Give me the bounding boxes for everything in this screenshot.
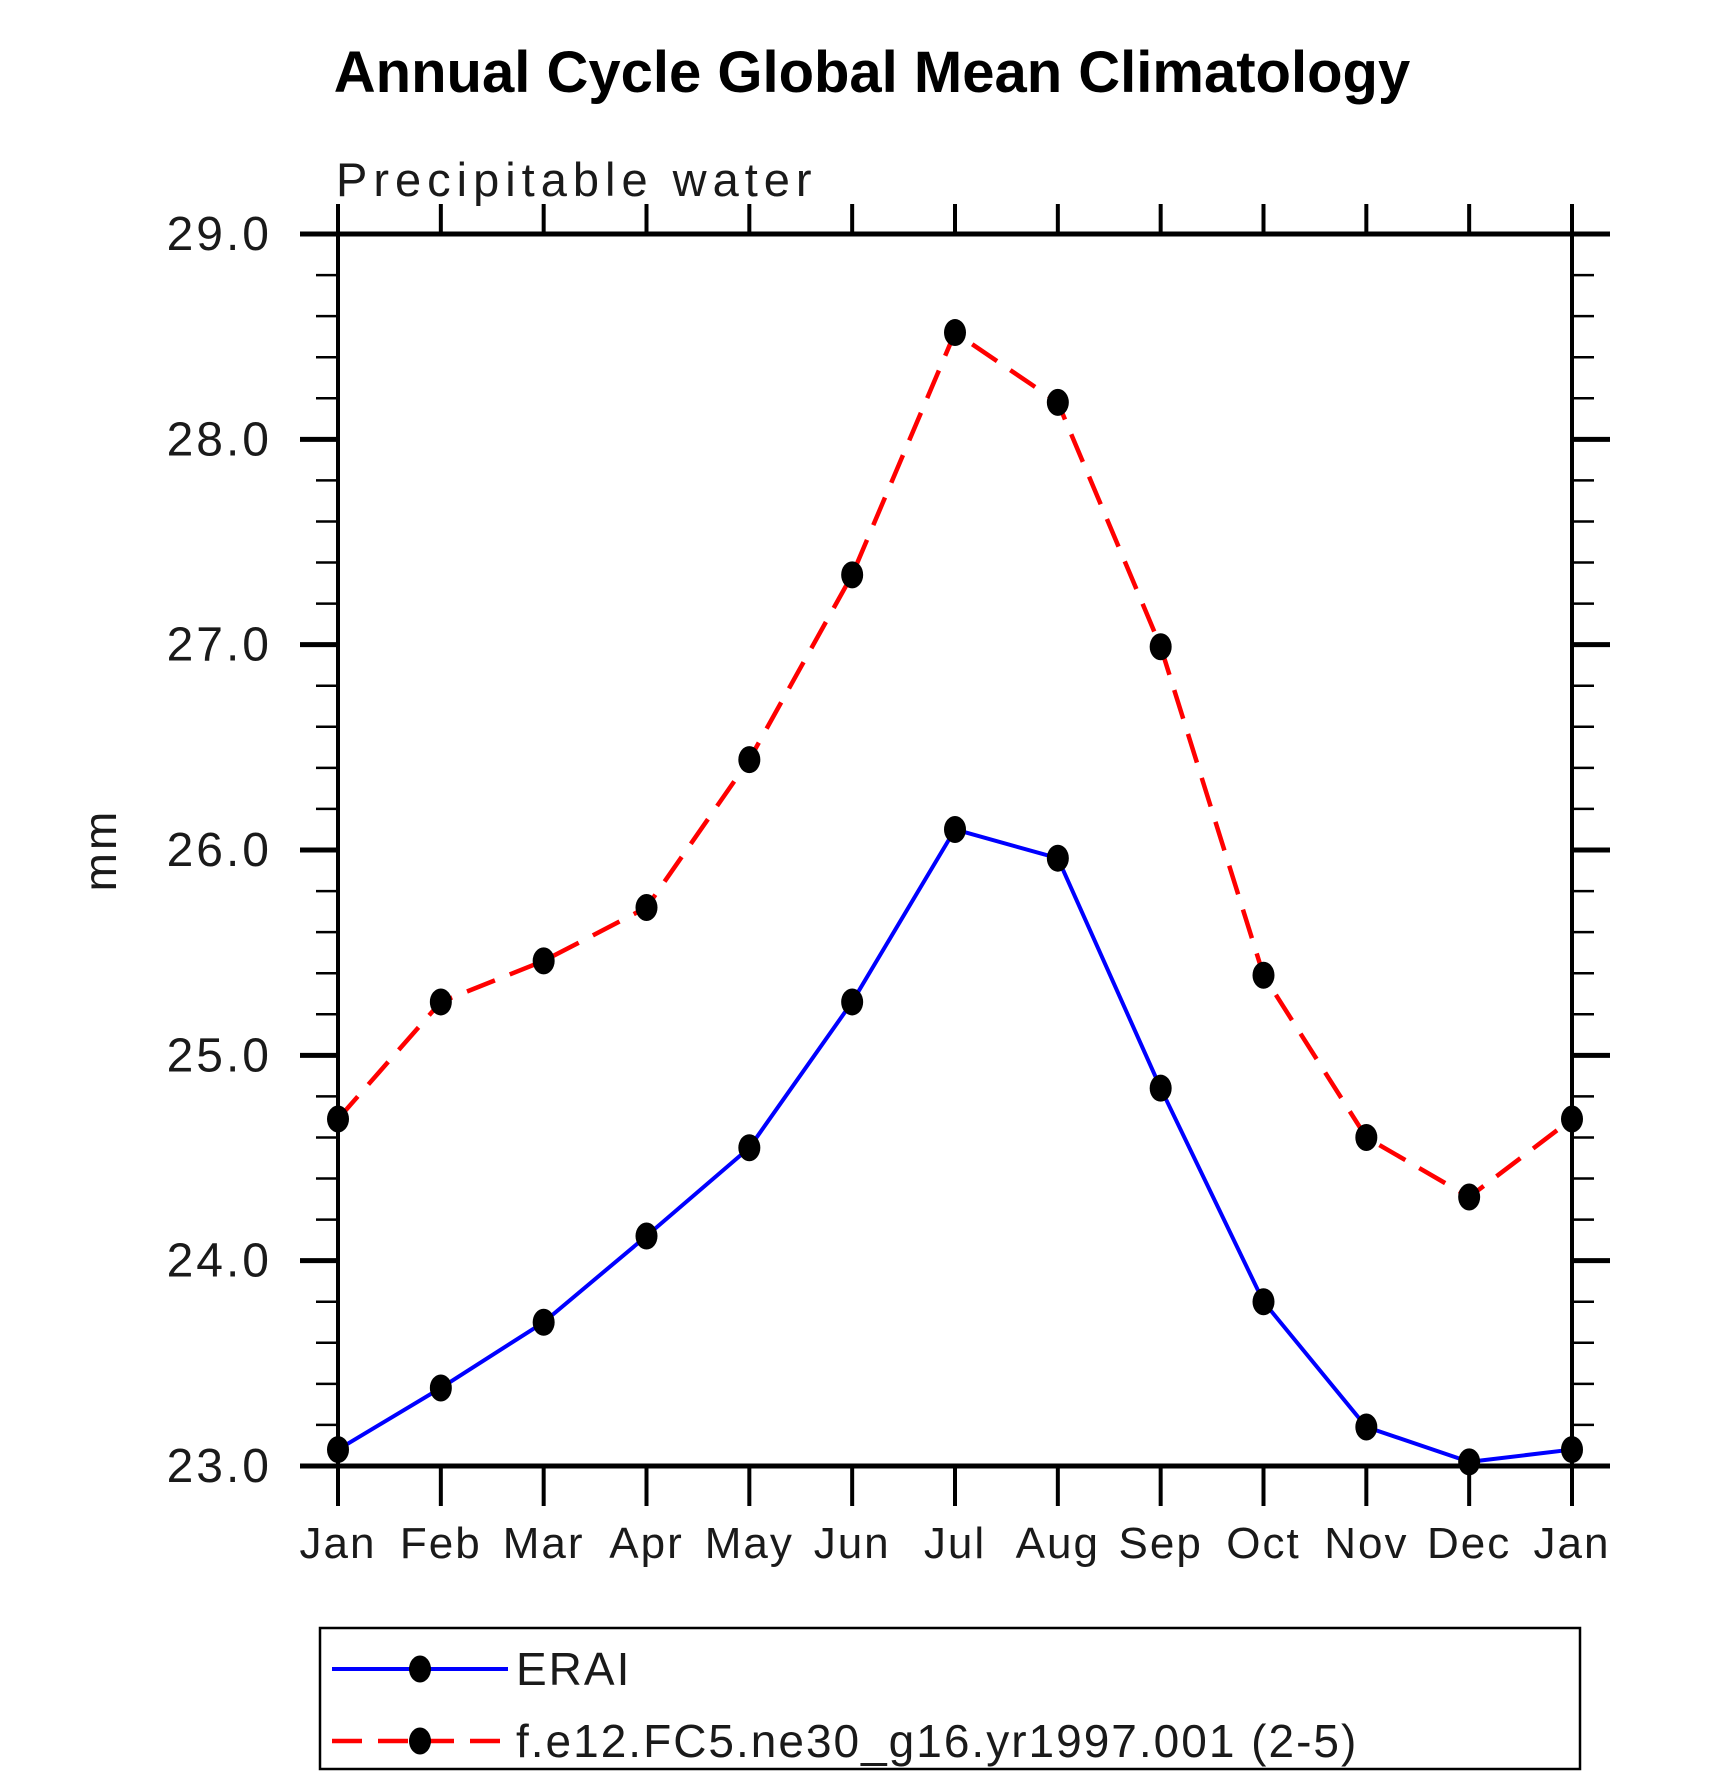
legend-entry-model: f.e12.FC5.ne30_g16.yr1997.001 (2-5) (332, 1715, 1358, 1767)
y-tick-label: 25.0 (167, 1029, 272, 1082)
x-tick-label: Jul (924, 1519, 986, 1568)
axes: 23.0 24.0 25.0 26.0 27.0 28.0 29.0 Jan Feb Mar Apr… (167, 204, 1611, 1568)
chart-title: Annual Cycle Global Mean Climatology (334, 40, 1410, 105)
y-tick-label: 27.0 (167, 619, 272, 672)
legend-box (318, 1626, 1582, 1771)
legend-entry-erai: ERAI (332, 1643, 631, 1695)
data-point-marker (1355, 1123, 1378, 1151)
data-point-marker (1561, 1436, 1583, 1464)
x-tick-label: Aug (1016, 1519, 1100, 1568)
x-tick-label: May (705, 1519, 794, 1568)
y-tick-label: 29.0 (167, 208, 272, 261)
data-point-marker (532, 1308, 555, 1336)
x-tick-label: Dec (1427, 1519, 1511, 1568)
x-tick-label: Nov (1324, 1519, 1408, 1568)
data-point-marker (1149, 633, 1172, 661)
x-tick-label: Oct (1226, 1519, 1300, 1568)
data-point-marker (635, 893, 658, 921)
legend-marker-dot-icon (409, 1655, 431, 1683)
data-point-marker (1252, 961, 1275, 989)
data-point-marker (1561, 1105, 1583, 1133)
legend-marker-dot-icon (409, 1727, 431, 1755)
y-tick-label: 24.0 (167, 1235, 272, 1288)
data-point-marker (944, 815, 966, 843)
data-point-marker (1046, 844, 1069, 872)
x-tick-label: Feb (400, 1519, 482, 1568)
series-line-erai (336, 827, 1573, 1464)
data-point-marker (1458, 1183, 1481, 1211)
data-point-marker (327, 1105, 349, 1133)
y-tick-label: 23.0 (167, 1440, 272, 1493)
data-point-marker (635, 1222, 658, 1250)
data-point-marker (1355, 1413, 1378, 1441)
x-tick-label: Sep (1119, 1519, 1203, 1568)
data-point-marker (532, 947, 555, 975)
data-series (327, 319, 1583, 1476)
data-point-marker (841, 988, 864, 1016)
data-point-marker (1046, 388, 1069, 416)
data-point-marker (841, 561, 864, 589)
data-point-marker (738, 746, 761, 774)
data-point-marker (1149, 1074, 1172, 1102)
legend: ERAI f.e12.FC5.ne30_g16.yr1997.001 (2-5) (318, 1626, 1582, 1771)
data-point-marker (327, 1436, 349, 1464)
x-tick-label: Mar (503, 1519, 585, 1568)
x-tick-label: Jun (814, 1519, 891, 1568)
data-point-marker (944, 319, 966, 347)
legend-label-erai: ERAI (516, 1643, 631, 1695)
data-point-marker (429, 988, 452, 1016)
data-point-marker (738, 1134, 761, 1162)
x-tick-label: Apr (609, 1519, 683, 1568)
chart-subtitle: Precipitable water (336, 153, 818, 206)
data-point-marker (1252, 1288, 1275, 1316)
data-point-marker (1458, 1448, 1481, 1476)
y-tick-label: 28.0 (167, 413, 272, 466)
x-tick-label: Jan (1534, 1519, 1611, 1568)
data-point-marker (429, 1374, 452, 1402)
legend-label-model: f.e12.FC5.ne30_g16.yr1997.001 (2-5) (516, 1715, 1358, 1767)
y-tick-label: 26.0 (167, 824, 272, 877)
series-line-model (336, 330, 1574, 1200)
y-axis-label: mm (74, 809, 126, 892)
x-tick-label: Jan (300, 1519, 377, 1568)
